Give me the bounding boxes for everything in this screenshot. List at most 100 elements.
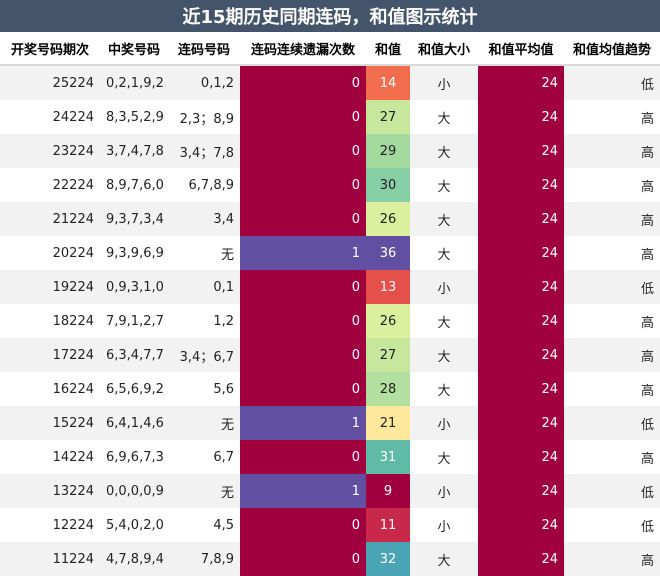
avg-cell: 24 <box>478 440 564 474</box>
miss-cell: 0 <box>240 100 366 134</box>
period-cell: 11224 <box>0 542 100 576</box>
lian-cell: 3,4；6,7 <box>168 338 240 372</box>
trend-cell: 高 <box>564 202 660 236</box>
header-sum: 和值 <box>366 32 410 66</box>
lian-cell: 0,1,2 <box>168 65 240 100</box>
size-cell: 大 <box>410 338 478 372</box>
sum-cell: 27 <box>366 338 410 372</box>
numbers-cell: 5,4,0,2,0 <box>100 508 168 542</box>
miss-cell: 1 <box>240 474 366 508</box>
sum-cell: 26 <box>366 304 410 338</box>
sum-cell: 31 <box>366 440 410 474</box>
table-row: 18224 7,9,1,2,7 1,2 0 26 大 24 高 <box>0 304 660 338</box>
numbers-cell: 4,7,8,9,4 <box>100 542 168 576</box>
avg-cell: 24 <box>478 338 564 372</box>
trend-cell: 低 <box>564 406 660 440</box>
period-cell: 16224 <box>0 372 100 406</box>
size-cell: 小 <box>410 474 478 508</box>
numbers-cell: 8,3,5,2,9 <box>100 100 168 134</box>
size-cell: 小 <box>410 65 478 100</box>
sum-cell: 29 <box>366 134 410 168</box>
numbers-cell: 6,5,6,9,2 <box>100 372 168 406</box>
period-cell: 18224 <box>0 304 100 338</box>
header-numbers: 中奖号码 <box>100 32 168 66</box>
trend-cell: 高 <box>564 338 660 372</box>
table-row: 22224 8,9,7,6,0 6,7,8,9 0 30 大 24 高 <box>0 168 660 202</box>
numbers-cell: 0,0,0,0,9 <box>100 474 168 508</box>
lian-cell: 6,7,8,9 <box>168 168 240 202</box>
size-cell: 大 <box>410 440 478 474</box>
miss-cell: 0 <box>240 270 366 304</box>
miss-cell: 0 <box>240 372 366 406</box>
trend-cell: 低 <box>564 508 660 542</box>
avg-cell: 24 <box>478 372 564 406</box>
sum-cell: 14 <box>366 65 410 100</box>
trend-cell: 高 <box>564 236 660 270</box>
period-cell: 25224 <box>0 65 100 100</box>
table-row: 16224 6,5,6,9,2 5,6 0 28 大 24 高 <box>0 372 660 406</box>
sum-cell: 26 <box>366 202 410 236</box>
table-row: 20224 9,3,9,6,9 无 1 36 大 24 高 <box>0 236 660 270</box>
trend-cell: 低 <box>564 65 660 100</box>
trend-cell: 高 <box>564 100 660 134</box>
size-cell: 大 <box>410 372 478 406</box>
miss-cell: 1 <box>240 406 366 440</box>
avg-cell: 24 <box>478 134 564 168</box>
period-cell: 24224 <box>0 100 100 134</box>
miss-cell: 0 <box>240 168 366 202</box>
numbers-cell: 8,9,7,6,0 <box>100 168 168 202</box>
lian-cell: 7,8,9 <box>168 542 240 576</box>
table-row: 15224 6,4,1,4,6 无 1 21 小 24 低 <box>0 406 660 440</box>
size-cell: 小 <box>410 406 478 440</box>
numbers-cell: 3,7,4,7,8 <box>100 134 168 168</box>
header-avg: 和值平均值 <box>478 32 564 66</box>
table-row: 17224 6,3,4,7,7 3,4；6,7 0 27 大 24 高 <box>0 338 660 372</box>
period-cell: 17224 <box>0 338 100 372</box>
trend-cell: 低 <box>564 270 660 304</box>
header-trend: 和值均值趋势 <box>564 32 660 66</box>
header-miss: 连码连续遗漏次数 <box>240 32 366 66</box>
lian-cell: 1,2 <box>168 304 240 338</box>
period-cell: 20224 <box>0 236 100 270</box>
avg-cell: 24 <box>478 508 564 542</box>
miss-cell: 0 <box>240 134 366 168</box>
numbers-cell: 6,4,1,4,6 <box>100 406 168 440</box>
sum-cell: 36 <box>366 236 410 270</box>
lian-cell: 3,4 <box>168 202 240 236</box>
lian-cell: 无 <box>168 474 240 508</box>
table-row: 12224 5,4,0,2,0 4,5 0 11 小 24 低 <box>0 508 660 542</box>
avg-cell: 24 <box>478 542 564 576</box>
sum-cell: 9 <box>366 474 410 508</box>
miss-cell: 0 <box>240 440 366 474</box>
sum-cell: 32 <box>366 542 410 576</box>
numbers-cell: 9,3,7,3,4 <box>100 202 168 236</box>
size-cell: 大 <box>410 542 478 576</box>
period-cell: 22224 <box>0 168 100 202</box>
period-cell: 23224 <box>0 134 100 168</box>
table-row: 14224 6,9,6,7,3 6,7 0 31 大 24 高 <box>0 440 660 474</box>
table-row: 19224 0,9,3,1,0 0,1 0 13 小 24 低 <box>0 270 660 304</box>
period-cell: 15224 <box>0 406 100 440</box>
numbers-cell: 6,3,4,7,7 <box>100 338 168 372</box>
size-cell: 小 <box>410 270 478 304</box>
size-cell: 大 <box>410 134 478 168</box>
table-row: 13224 0,0,0,0,9 无 1 9 小 24 低 <box>0 474 660 508</box>
miss-cell: 0 <box>240 304 366 338</box>
avg-cell: 24 <box>478 474 564 508</box>
size-cell: 大 <box>410 168 478 202</box>
miss-cell: 0 <box>240 508 366 542</box>
lian-cell: 0,1 <box>168 270 240 304</box>
sum-cell: 30 <box>366 168 410 202</box>
lian-cell: 无 <box>168 236 240 270</box>
avg-cell: 24 <box>478 270 564 304</box>
trend-cell: 低 <box>564 474 660 508</box>
sum-cell: 11 <box>366 508 410 542</box>
avg-cell: 24 <box>478 65 564 100</box>
trend-cell: 高 <box>564 440 660 474</box>
header-size: 和值大小 <box>410 32 478 66</box>
avg-cell: 24 <box>478 406 564 440</box>
size-cell: 大 <box>410 304 478 338</box>
period-cell: 21224 <box>0 202 100 236</box>
lian-cell: 无 <box>168 406 240 440</box>
miss-cell: 0 <box>240 65 366 100</box>
